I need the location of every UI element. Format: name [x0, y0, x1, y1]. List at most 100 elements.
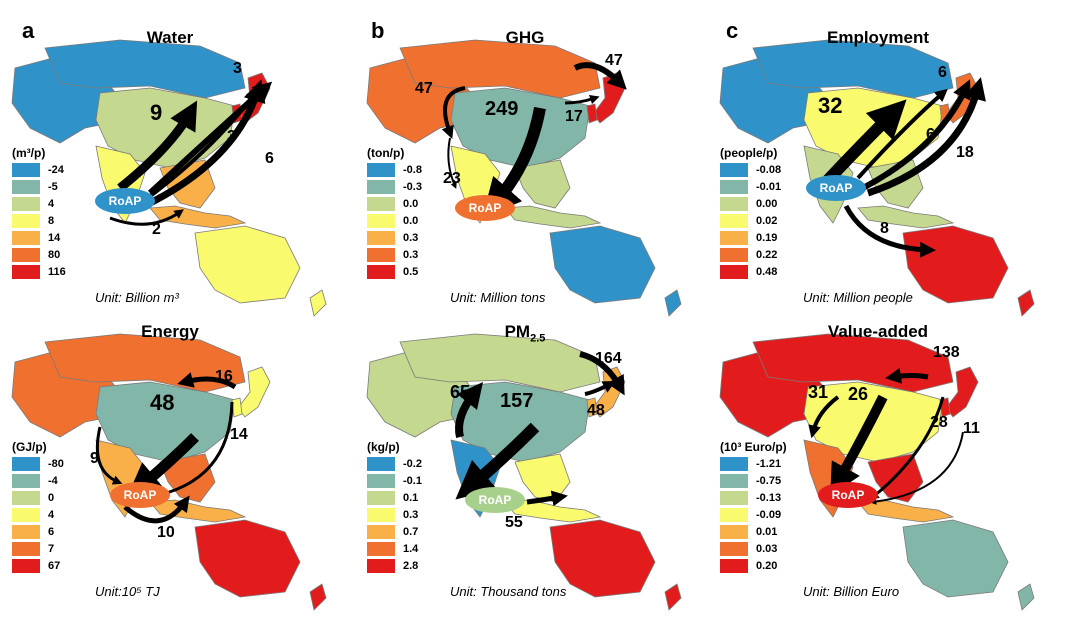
- panel-letter-c: c: [726, 18, 739, 43]
- legend-label: -0.08: [756, 163, 782, 176]
- flow-arrow: [455, 422, 540, 500]
- legend-label: 1.4: [403, 542, 419, 555]
- flow-arrow: [808, 395, 840, 439]
- legend-swatch: [12, 541, 40, 556]
- flow-arrow: [123, 495, 190, 524]
- legend-row: 0.02: [720, 213, 781, 228]
- legend-row: -0.09: [720, 507, 787, 522]
- flow-arrow: [584, 380, 616, 396]
- flow-value: 28: [930, 414, 948, 431]
- roap-node: RoAP: [110, 482, 170, 508]
- legend-label: 0.3: [403, 248, 419, 261]
- legend-label: -0.13: [756, 491, 782, 504]
- flow-value: 6: [265, 150, 274, 167]
- legend-unit: (10³ Euro/p): [720, 440, 787, 454]
- panel-title-subscript: 2.5: [530, 332, 546, 345]
- legend-row: 2.8: [367, 558, 422, 573]
- flow-value: 65: [450, 382, 471, 402]
- legend-swatch: [12, 179, 40, 194]
- legend-label: 0.5: [403, 265, 419, 278]
- legend-swatch: [367, 473, 395, 488]
- legend-swatch: [720, 179, 748, 194]
- legend-row: -0.01: [720, 179, 781, 194]
- unit-note: Unit: Billion Euro: [803, 584, 900, 599]
- color-legend: (ton/p) -0.8 -0.3 0.0 0.0 0.3 0.3 0.5: [367, 146, 422, 281]
- legend-label: -4: [48, 474, 58, 487]
- legend-swatch: [12, 456, 40, 471]
- legend-swatch: [12, 524, 40, 539]
- legend-row: 0.0: [367, 213, 422, 228]
- flow-arrow: [866, 77, 986, 197]
- region-nz: [1017, 289, 1035, 317]
- legend-swatch: [12, 247, 40, 262]
- region-australia: [549, 519, 656, 598]
- legend-row: 0.00: [720, 196, 781, 211]
- flow-value: 31: [808, 382, 829, 402]
- legend-swatch: [720, 456, 748, 471]
- legend-label: -24: [48, 163, 64, 176]
- flow-value: 18: [956, 144, 974, 161]
- region-map: [366, 39, 682, 317]
- region-russia: [399, 333, 601, 393]
- legend-label: 0.00: [756, 197, 778, 210]
- region-indonesia: [149, 205, 247, 229]
- flow-arrow: [138, 79, 266, 212]
- legend-label: -80: [48, 457, 64, 470]
- region-indonesia: [504, 205, 602, 229]
- panel-4: Energy RoAP 48 16 14 9 10 (GJ/p) -80 -4 0 4 6 7 67 Unit…: [0, 322, 340, 622]
- legend-label: 0.0: [403, 214, 419, 227]
- region-map: [719, 39, 1035, 317]
- flow-arrow: [482, 106, 546, 218]
- panel-title-text: Water: [146, 28, 194, 47]
- legend-unit: (GJ/p): [12, 440, 47, 454]
- panel-title: GHG: [355, 28, 695, 48]
- panel-title-text: Employment: [826, 28, 930, 47]
- flow-value: 10: [157, 524, 175, 541]
- flow-value: 47: [415, 80, 433, 97]
- legend-row: 0.22: [720, 247, 781, 262]
- flow-value: 6: [926, 126, 935, 143]
- flow-value: 138: [933, 344, 960, 361]
- legend-label: -0.75: [756, 474, 782, 487]
- flow-arrow: [177, 372, 237, 390]
- legend-row: -1.21: [720, 456, 787, 471]
- legend-label: 4: [48, 197, 55, 210]
- roap-node: RoAP: [95, 188, 155, 214]
- legend-row: 8: [12, 213, 66, 228]
- roap-node: RoAP: [465, 487, 525, 513]
- panel-5: PM2.5 RoAP 65 157 164 48 55 (kg/p) -0.2 -0.1 0.1 0.…: [355, 322, 695, 622]
- legend-row: 14: [12, 230, 66, 245]
- legend-unit: (m³/p): [12, 146, 46, 160]
- legend-row: 7: [12, 541, 64, 556]
- region-nz: [309, 289, 327, 317]
- flow-value: 3: [227, 128, 236, 145]
- legend-unit: (people/p): [720, 146, 778, 160]
- legend-row: -5: [12, 179, 66, 194]
- legend-swatch: [720, 230, 748, 245]
- flow-arrow: [830, 394, 888, 496]
- region-australia: [902, 225, 1009, 304]
- flow-value: 47: [605, 52, 623, 69]
- legend-row: 0.3: [367, 507, 422, 522]
- legend-label: 0: [48, 491, 55, 504]
- legend-row: 0.19: [720, 230, 781, 245]
- legend-row: -0.2: [367, 456, 422, 471]
- legend-swatch: [720, 558, 748, 573]
- flow-arrow: [441, 86, 466, 139]
- flow-arrow: [143, 87, 259, 202]
- legend-label: 6: [48, 525, 55, 538]
- legend-label: 14: [48, 231, 61, 244]
- flow-value: 157: [500, 390, 534, 412]
- panel-letter-a: a: [22, 18, 35, 43]
- flow-value: 3: [233, 60, 242, 77]
- legend-swatch: [12, 473, 40, 488]
- legend-swatch: [367, 558, 395, 573]
- legend-row: 0.1: [367, 490, 422, 505]
- legend-label: 0.22: [756, 248, 778, 261]
- region-sea: [159, 453, 216, 503]
- legend-swatch: [720, 247, 748, 262]
- legend-row: -24: [12, 162, 66, 177]
- legend-label: 0.3: [403, 231, 419, 244]
- panel-1: Water RoAP 9 3 3 6 2 (m³/p) -24 -5 4 8 14 80 116 Unit: …: [0, 28, 340, 328]
- legend-label: 4: [48, 508, 55, 521]
